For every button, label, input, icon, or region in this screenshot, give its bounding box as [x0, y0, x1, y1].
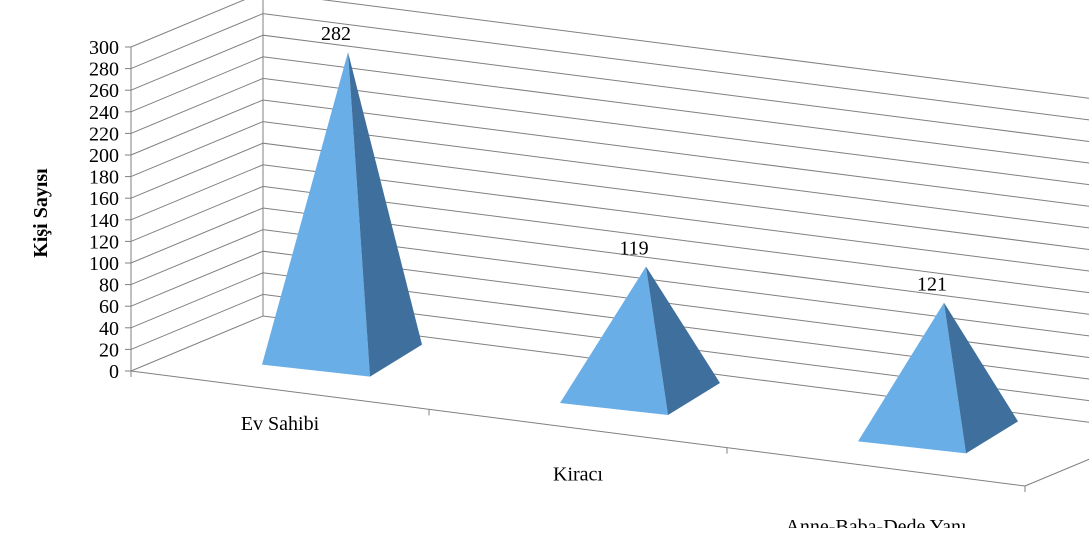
pyramid-side-face: [646, 266, 720, 415]
y-tick-label: 0: [109, 361, 119, 383]
data-label: 119: [619, 237, 648, 259]
data-label: 282: [321, 23, 351, 45]
gridline: [130, 99, 1089, 207]
x-category-label: Ev Sahibi: [241, 413, 320, 435]
x-category-label: Kiracı: [553, 464, 603, 486]
pyramid-front-face: [262, 52, 370, 377]
y-tick-label: 20: [99, 339, 119, 361]
gridline: [130, 77, 1089, 186]
y-tick-label: 300: [89, 37, 119, 59]
gridline: [130, 121, 1089, 229]
y-tick-label: 280: [89, 59, 119, 81]
pyramid-front-face: [858, 302, 966, 454]
data-labels: 282 119 121: [321, 23, 947, 296]
y-axis-ticks: 0204060801001201401601802002202402602803…: [89, 37, 131, 383]
gridline: [130, 164, 1089, 272]
gridline: [130, 56, 1089, 164]
y-tick-label: 160: [89, 188, 119, 210]
y-tick-label: 80: [99, 275, 119, 297]
y-tick-label: 120: [89, 231, 119, 253]
y-tick-label: 240: [89, 102, 119, 124]
floor-edge: [1024, 458, 1089, 487]
x-category-label: Anne-Baba-Dede Yanı: [785, 516, 967, 528]
gridline: [130, 142, 1089, 250]
y-tick-label: 260: [89, 80, 119, 102]
pyramid-side-face: [348, 52, 422, 377]
pyramid: [858, 302, 1018, 454]
pyramids: [262, 52, 1018, 454]
y-tick-label: 220: [89, 123, 119, 145]
y-tick-label: 140: [89, 210, 119, 232]
y-tick-label: 200: [89, 145, 119, 167]
y-tick-label: 100: [89, 253, 119, 275]
y-axis-title: Kişi Sayısı: [30, 168, 52, 258]
y-tick-label: 180: [89, 167, 119, 189]
pyramid: [262, 52, 422, 377]
gridlines: [130, 0, 1089, 423]
y-tick-label: 40: [99, 318, 119, 340]
gridline: [130, 13, 1089, 121]
pyramid: [560, 266, 720, 415]
pyramid-front-face: [560, 266, 668, 415]
data-label: 121: [917, 274, 947, 296]
gridline: [130, 34, 1089, 142]
gridline: [130, 0, 1089, 99]
x-axis-line: [130, 370, 1026, 487]
axes: [130, 47, 1089, 487]
y-tick-label: 60: [99, 296, 119, 318]
pyramid-side-face: [944, 302, 1018, 454]
